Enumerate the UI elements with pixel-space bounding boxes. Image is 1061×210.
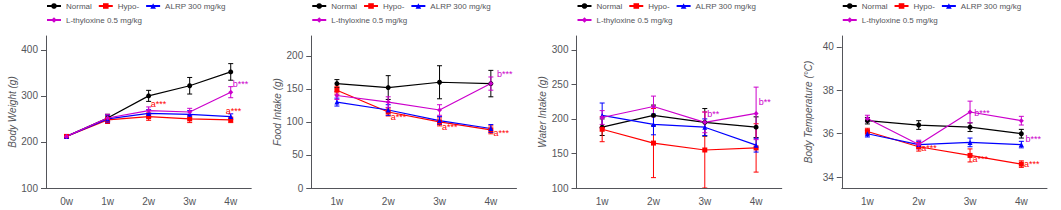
svg-text:4w: 4w xyxy=(1015,196,1029,207)
svg-text:1w: 1w xyxy=(861,196,875,207)
svg-text:a***: a*** xyxy=(391,112,407,122)
svg-text:Water Intake (g): Water Intake (g) xyxy=(537,76,548,148)
svg-text:3w: 3w xyxy=(183,196,197,207)
svg-text:100: 100 xyxy=(287,116,304,127)
svg-text:Food Intake (g): Food Intake (g) xyxy=(272,78,283,146)
svg-text:100: 100 xyxy=(21,183,38,194)
svg-text:Hypo-: Hypo- xyxy=(914,2,936,11)
svg-text:1w: 1w xyxy=(596,196,610,207)
svg-text:150: 150 xyxy=(552,148,569,159)
svg-text:a***: a*** xyxy=(1024,159,1040,169)
svg-text:b***: b*** xyxy=(1025,134,1041,144)
svg-text:a***: a*** xyxy=(226,106,242,116)
svg-text:Normal: Normal xyxy=(862,2,888,11)
svg-text:a***: a*** xyxy=(973,154,989,164)
svg-text:Hypo-: Hypo- xyxy=(383,2,405,11)
svg-text:2w: 2w xyxy=(142,196,156,207)
svg-text:ALRP 300 mg/kg: ALRP 300 mg/kg xyxy=(430,2,490,11)
svg-text:Normal: Normal xyxy=(331,2,357,11)
svg-text:b***: b*** xyxy=(233,79,249,89)
svg-text:Hypo-: Hypo- xyxy=(648,2,670,11)
svg-text:b**: b** xyxy=(759,97,772,107)
svg-text:2w: 2w xyxy=(382,196,396,207)
svg-text:40: 40 xyxy=(823,41,835,52)
svg-text:3w: 3w xyxy=(964,196,978,207)
svg-text:2w: 2w xyxy=(912,196,926,207)
svg-text:a***: a*** xyxy=(493,128,509,138)
svg-text:ALRP 300 mg/kg: ALRP 300 mg/kg xyxy=(165,2,225,11)
svg-text:150: 150 xyxy=(287,83,304,94)
svg-text:1w: 1w xyxy=(101,196,115,207)
svg-text:200: 200 xyxy=(21,136,38,147)
svg-text:L-thyloxine 0.5 mg/kg: L-thyloxine 0.5 mg/kg xyxy=(331,16,407,25)
svg-text:b***: b*** xyxy=(974,108,990,118)
svg-text:Body Weight (g): Body Weight (g) xyxy=(7,76,18,148)
svg-text:200: 200 xyxy=(287,50,304,61)
svg-text:L-thyloxine 0.5 mg/kg: L-thyloxine 0.5 mg/kg xyxy=(862,16,938,25)
svg-text:250: 250 xyxy=(552,79,569,90)
svg-text:4w: 4w xyxy=(484,196,498,207)
svg-text:4w: 4w xyxy=(224,196,238,207)
svg-text:b**: b** xyxy=(707,109,720,119)
svg-text:a***: a*** xyxy=(442,122,458,132)
svg-text:1w: 1w xyxy=(331,196,345,207)
svg-text:Normal: Normal xyxy=(66,2,92,11)
svg-text:L-thyloxine 0.5 mg/kg: L-thyloxine 0.5 mg/kg xyxy=(66,16,142,25)
svg-text:100: 100 xyxy=(552,183,569,194)
svg-text:L-thyloxine 0.5 mg/kg: L-thyloxine 0.5 mg/kg xyxy=(597,16,673,25)
svg-text:200: 200 xyxy=(552,113,569,124)
svg-text:36: 36 xyxy=(823,128,835,139)
svg-text:300: 300 xyxy=(21,90,38,101)
svg-text:b***: b*** xyxy=(497,69,513,79)
svg-text:38: 38 xyxy=(823,85,835,96)
svg-text:50: 50 xyxy=(292,149,304,160)
svg-text:3w: 3w xyxy=(698,196,712,207)
svg-text:ALRP 300 mg/kg: ALRP 300 mg/kg xyxy=(696,2,756,11)
svg-text:0w: 0w xyxy=(60,196,74,207)
svg-text:Hypo-: Hypo- xyxy=(118,2,140,11)
svg-text:34: 34 xyxy=(823,172,835,183)
svg-text:300: 300 xyxy=(552,44,569,55)
svg-text:4w: 4w xyxy=(750,196,764,207)
svg-text:400: 400 xyxy=(21,44,38,55)
svg-text:a***: a*** xyxy=(151,99,167,109)
svg-text:Body Temperature (°C): Body Temperature (°C) xyxy=(803,61,814,164)
svg-text:0: 0 xyxy=(298,183,304,194)
svg-text:ALRP 300 mg/kg: ALRP 300 mg/kg xyxy=(961,2,1021,11)
svg-text:2w: 2w xyxy=(647,196,661,207)
svg-text:a***: a*** xyxy=(921,143,937,153)
svg-text:Normal: Normal xyxy=(597,2,623,11)
svg-text:3w: 3w xyxy=(433,196,447,207)
